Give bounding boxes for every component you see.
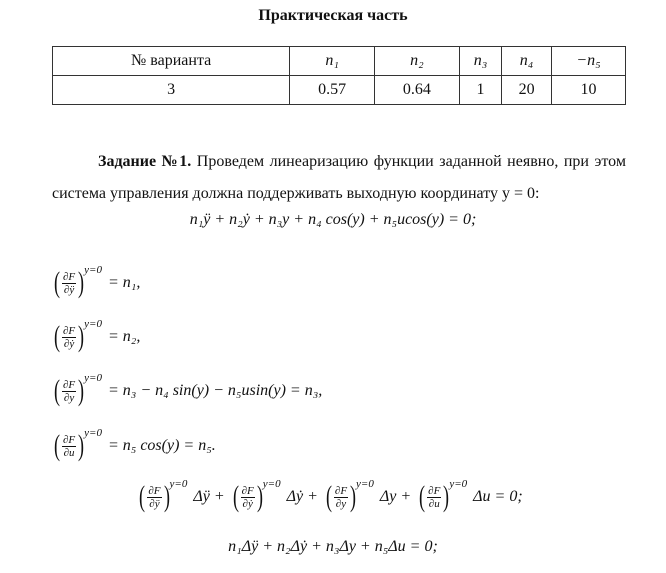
paren-left: ( — [54, 266, 60, 299]
task-label: Задание №1. — [98, 153, 192, 170]
numerator: ∂F — [62, 324, 77, 338]
fraction: ∂F ∂y — [333, 484, 349, 510]
numerator: ∂F — [333, 484, 349, 498]
equation-final: n₁Δÿ + n₂Δẏ + n₃Δy + n₅Δu = 0; — [228, 538, 438, 555]
partial-derivative: (∂F ∂ẏ) y=0 — [231, 478, 281, 513]
table-cell: 1 — [458, 75, 503, 105]
equation-main: n₁ÿ + n₂ẏ + n₃y + n₄ cos(y) + n₅ucos(y) … — [189, 211, 477, 228]
denominator: ∂y — [335, 497, 347, 510]
paren-right: ) — [256, 480, 263, 513]
partial-derivative: (∂F ∂u) y=0 — [52, 427, 102, 462]
linearized-term: Δy + — [379, 487, 412, 505]
derivative-line: (∂F ∂y) y=0 = n₃ − n₄ sin(y) − n₅usin(y) = … — [52, 372, 323, 407]
numerator: ∂F — [147, 484, 162, 498]
table-cell: 10 — [550, 75, 627, 105]
paren-left: ( — [232, 480, 239, 513]
numerator: ∂F — [427, 484, 442, 498]
derivative-value: = n₅ cos(y) = n₅. — [107, 436, 216, 454]
numerator: ∂F — [240, 484, 255, 498]
derivative-line: (∂F ∂u) y=0 = n₅ cos(y) = n₅. — [52, 427, 216, 462]
paren-left: ( — [54, 429, 60, 462]
table-header: n₃ — [458, 46, 503, 76]
derivative-value: = n₁, — [107, 273, 141, 291]
table-header: n₁ — [289, 46, 375, 76]
fraction: ∂F ∂u — [62, 433, 77, 459]
paren-left: ( — [54, 374, 60, 407]
derivative-value: = n₃ − n₄ sin(y) − n₅usin(y) = n₃, — [107, 381, 323, 399]
denominator: ∂u — [428, 497, 440, 510]
variant-table: № варианта n₁ n₂ n₃ n₄ −n₅ 3 0.57 0.64 1… — [51, 46, 627, 105]
derivative-line: (∂F ∂ẏ) y=0 = n₂, — [52, 318, 141, 353]
numerator: ∂F — [62, 433, 77, 447]
evaluation-condition: y=0 — [169, 478, 188, 490]
evaluation-condition: y=0 — [449, 478, 468, 490]
evaluation-condition: y=0 — [356, 478, 374, 490]
paren-left: ( — [325, 480, 332, 513]
task-paragraph: Задание №1. Проведем линеаризацию функци… — [52, 146, 626, 210]
fraction: ∂F ∂y — [62, 378, 77, 404]
partial-derivative: (∂F ∂ẏ) y=0 — [52, 318, 102, 353]
denominator: ∂u — [63, 446, 75, 459]
task-text: Проведем линеаризацию функции заданной н… — [52, 153, 626, 202]
partial-derivative: (∂F ∂ÿ) y=0 — [137, 478, 187, 513]
linearized-term: Δÿ + — [193, 487, 225, 505]
partial-derivative: (∂F ∂y) y=0 — [324, 478, 374, 513]
partial-derivative: (∂F ∂u) y=0 — [417, 478, 467, 513]
paren-left: ( — [139, 480, 146, 513]
equation-linearized: (∂F ∂ÿ) y=0 Δÿ +(∂F ∂ẏ) y=0 Δẏ +(∂F ∂y) y=0 Δy +(… — [0, 478, 666, 513]
table-row: 3 0.57 0.64 1 20 10 — [51, 75, 627, 105]
partial-derivative: (∂F ∂ÿ) y=0 — [52, 264, 102, 299]
table-cell: 3 — [51, 75, 291, 105]
table-cell: 20 — [501, 75, 552, 105]
table-header-row: № варианта n₁ n₂ n₃ n₄ −n₅ — [51, 46, 627, 76]
evaluation-condition: y=0 — [84, 372, 102, 384]
section-title: Практическая часть — [258, 7, 408, 24]
fraction: ∂F ∂ÿ — [62, 270, 77, 296]
paren-right: ) — [78, 266, 85, 299]
denominator: ∂ÿ — [63, 283, 75, 296]
evaluation-condition: y=0 — [84, 264, 102, 276]
derivative-line: (∂F ∂ÿ) y=0 = n₁, — [52, 264, 141, 299]
evaluation-condition: y=0 — [262, 478, 281, 490]
derivative-value: = n₂, — [107, 327, 141, 345]
fraction: ∂F ∂u — [427, 484, 442, 510]
fraction: ∂F ∂ẏ — [240, 484, 255, 510]
fraction: ∂F ∂ÿ — [147, 484, 162, 510]
table-cell: 0.57 — [289, 75, 375, 105]
paren-left: ( — [419, 480, 426, 513]
table-header: № варианта — [51, 46, 291, 76]
table-header: n₂ — [374, 46, 460, 76]
denominator: ∂ẏ — [63, 337, 75, 350]
numerator: ∂F — [62, 270, 77, 284]
paren-right: ) — [78, 320, 85, 353]
denominator: ∂y — [63, 391, 75, 404]
paren-right: ) — [78, 429, 85, 462]
numerator: ∂F — [62, 378, 77, 392]
paren-right: ) — [163, 480, 170, 513]
paren-right: ) — [443, 480, 450, 513]
table-header: n₄ — [501, 46, 552, 76]
denominator: ∂ÿ — [149, 497, 160, 510]
paren-left: ( — [54, 320, 60, 353]
paren-right: ) — [78, 374, 85, 407]
evaluation-condition: y=0 — [84, 427, 102, 439]
table-header: −n₅ — [550, 46, 627, 76]
evaluation-condition: y=0 — [84, 318, 102, 330]
paren-right: ) — [350, 480, 357, 513]
fraction: ∂F ∂ẏ — [62, 324, 77, 350]
linearized-term: Δẏ + — [286, 487, 318, 505]
linearized-term: Δu = 0; — [473, 487, 523, 505]
table-cell: 0.64 — [374, 75, 460, 105]
denominator: ∂ẏ — [242, 497, 253, 510]
partial-derivative: (∂F ∂y) y=0 — [52, 372, 102, 407]
